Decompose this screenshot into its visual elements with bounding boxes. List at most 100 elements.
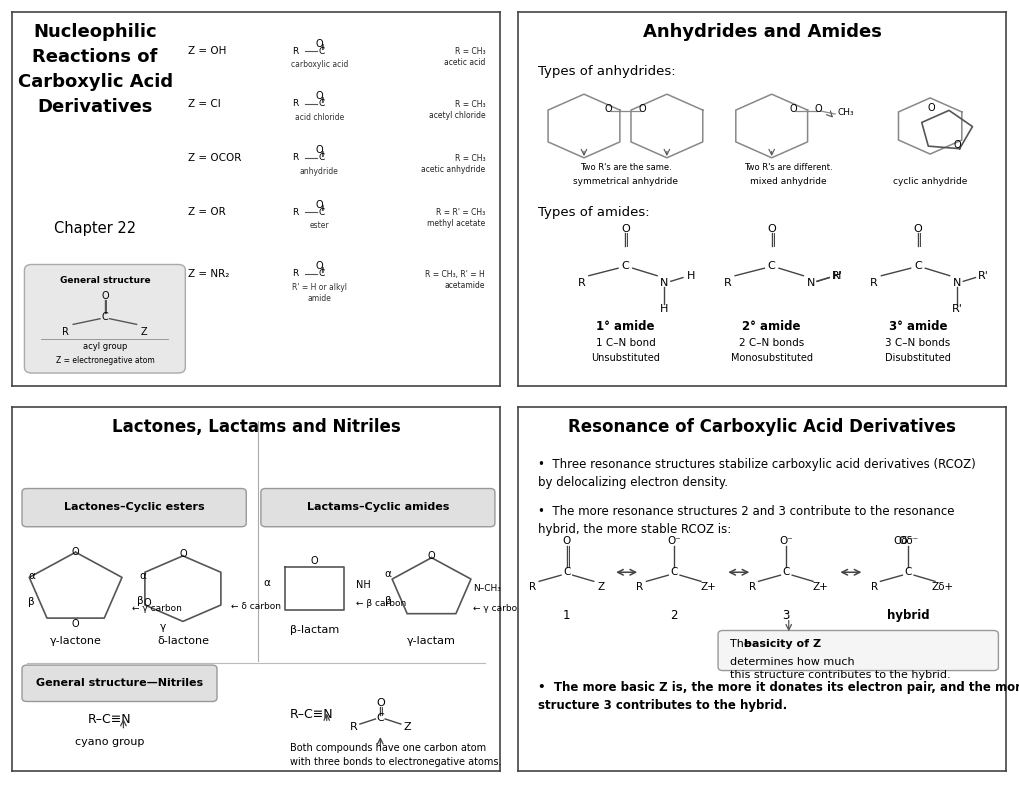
Text: Disubstituted: Disubstituted [884, 353, 950, 363]
Text: R: R [577, 278, 585, 288]
Text: 2: 2 [669, 609, 678, 623]
Text: R: R [869, 582, 876, 592]
Text: O: O [789, 104, 797, 114]
Text: O: O [766, 224, 775, 234]
Text: anhydride: anhydride [300, 167, 338, 177]
Text: cyano group: cyano group [75, 737, 145, 746]
Text: O: O [638, 104, 646, 114]
Text: R: R [291, 269, 298, 278]
Text: Two R's are the same.: Two R's are the same. [579, 163, 671, 173]
Text: O: O [952, 139, 960, 150]
Text: O: O [562, 537, 571, 546]
Text: acid chloride: acid chloride [294, 113, 343, 122]
Text: O: O [927, 103, 934, 113]
Text: C: C [904, 567, 911, 578]
Text: O: O [315, 91, 323, 101]
Text: General structure—Nitriles: General structure—Nitriles [36, 678, 203, 688]
Text: 3 C–N bonds: 3 C–N bonds [884, 338, 950, 348]
Text: Z+: Z+ [700, 582, 715, 592]
Text: O: O [813, 104, 821, 114]
Text: R: R [291, 99, 298, 108]
Text: Lactams–Cyclic amides: Lactams–Cyclic amides [307, 502, 448, 512]
Text: ← β carbon: ← β carbon [356, 599, 406, 608]
Text: Z = NR₂: Z = NR₂ [187, 269, 229, 279]
Text: γ-lactone: γ-lactone [50, 636, 102, 646]
Text: Z: Z [403, 722, 411, 732]
FancyBboxPatch shape [261, 489, 494, 526]
Text: General structure: General structure [59, 276, 150, 284]
Text: R': R' [832, 271, 842, 281]
Text: N: N [952, 278, 960, 288]
Text: α: α [384, 569, 391, 579]
Text: R': R' [951, 304, 962, 314]
Text: α: α [29, 571, 35, 581]
Text: ester: ester [310, 221, 329, 230]
Text: α: α [140, 571, 146, 581]
Text: C: C [318, 99, 325, 108]
Text: O⁻: O⁻ [666, 537, 681, 546]
Text: 1° amide: 1° amide [595, 320, 654, 333]
Text: Oδ⁻: Oδ⁻ [893, 537, 912, 546]
Text: ← δ carbon: ← δ carbon [230, 601, 280, 611]
Text: Z = OCOR: Z = OCOR [187, 153, 240, 163]
Text: R = CH₃
acetic anhydride: R = CH₃ acetic anhydride [421, 154, 485, 174]
Text: N–CH₃: N–CH₃ [473, 584, 500, 593]
Text: Z: Z [141, 327, 147, 336]
Text: O: O [315, 145, 323, 155]
Text: α: α [264, 578, 270, 588]
Text: β: β [29, 597, 35, 608]
Text: Z: Z [597, 582, 604, 592]
Text: C: C [562, 567, 570, 578]
Text: R = CH₃
acetyl chloride: R = CH₃ acetyl chloride [428, 100, 485, 120]
Text: Anhydrides and Amides: Anhydrides and Amides [642, 23, 880, 41]
Text: Zδ+: Zδ+ [930, 582, 953, 592]
Text: γ: γ [160, 622, 166, 632]
Text: N: N [659, 278, 668, 288]
Text: C: C [376, 713, 384, 723]
Text: symmetrical anhydride: symmetrical anhydride [573, 177, 678, 185]
Text: R: R [291, 207, 298, 217]
Text: Both compounds have one carbon atom
with three bonds to electronegative atoms.: Both compounds have one carbon atom with… [289, 743, 501, 767]
Text: O⁻: O⁻ [779, 537, 793, 546]
Text: ← γ carbon: ← γ carbon [473, 604, 523, 613]
FancyBboxPatch shape [22, 489, 246, 526]
Text: C: C [318, 269, 325, 278]
Text: R = CH₃, R' = H
acetamide: R = CH₃, R' = H acetamide [425, 270, 485, 290]
Text: mixed anhydride: mixed anhydride [750, 177, 826, 185]
Text: R: R [529, 582, 536, 592]
Text: R': R' [977, 271, 988, 281]
Text: C: C [767, 262, 774, 271]
Text: Z+: Z+ [812, 582, 827, 592]
Text: Chapter 22: Chapter 22 [54, 221, 137, 236]
Text: determines how much
this structure contributes to the hybrid.: determines how much this structure contr… [730, 657, 950, 680]
Text: C: C [318, 207, 325, 217]
Text: R: R [869, 278, 877, 288]
Text: C: C [318, 46, 325, 56]
Text: NH: NH [356, 580, 370, 590]
Text: C: C [669, 567, 678, 578]
Text: Lactones–Cyclic esters: Lactones–Cyclic esters [64, 502, 204, 512]
Text: O: O [315, 199, 323, 210]
Text: Resonance of Carboxylic Acid Derivatives: Resonance of Carboxylic Acid Derivatives [568, 418, 955, 436]
Text: ← γ carbon: ← γ carbon [131, 604, 181, 613]
Text: R: R [291, 46, 298, 56]
Text: carboxylic acid: carboxylic acid [290, 61, 347, 69]
Text: •  Three resonance structures stabilize carboxylic acid derivatives (RCOZ)
by de: • Three resonance structures stabilize c… [537, 458, 974, 489]
Text: Two R's are different.: Two R's are different. [744, 163, 833, 173]
Text: R–C≡N: R–C≡N [88, 713, 131, 727]
FancyBboxPatch shape [717, 630, 998, 671]
Text: 3° amide: 3° amide [888, 320, 947, 333]
Text: R: R [291, 154, 298, 162]
Text: 1: 1 [562, 609, 570, 623]
Text: Z = OR: Z = OR [187, 207, 225, 217]
Text: δ-lactone: δ-lactone [157, 636, 209, 646]
Text: Nucleophilic
Reactions of
Carboxylic Acid
Derivatives: Nucleophilic Reactions of Carboxylic Aci… [17, 23, 172, 116]
Text: O: O [913, 224, 921, 234]
Text: O: O [311, 556, 318, 567]
Text: R: R [723, 278, 731, 288]
Text: R: R [350, 722, 357, 732]
Text: O: O [604, 104, 611, 114]
Text: O: O [427, 551, 435, 560]
Text: R: R [62, 327, 69, 336]
Text: C: C [782, 567, 790, 578]
